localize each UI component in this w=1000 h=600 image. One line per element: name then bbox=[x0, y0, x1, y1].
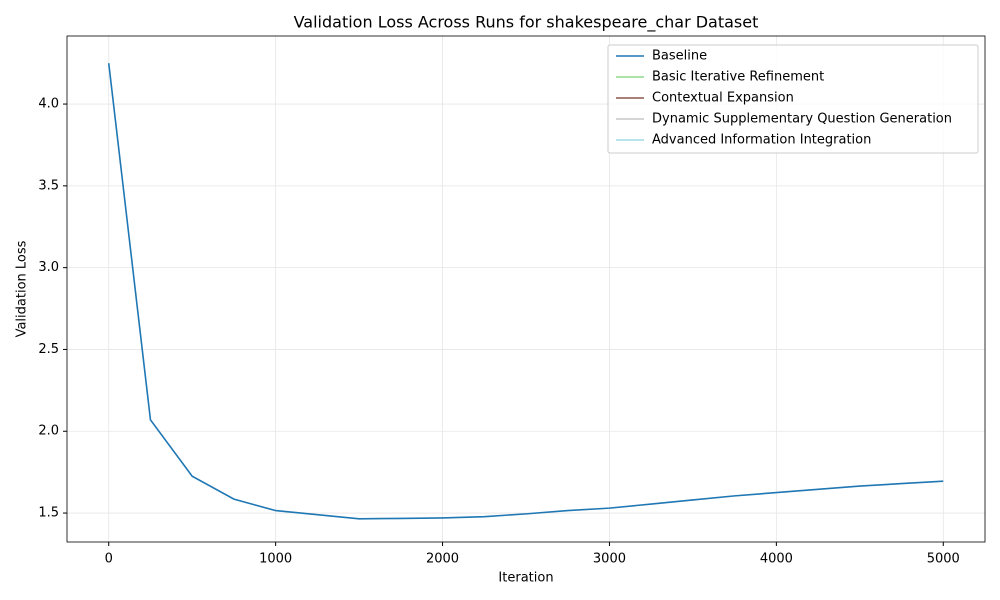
y-tick-label: 3.5 bbox=[38, 178, 59, 193]
legend-label: Contextual Expansion bbox=[652, 91, 794, 106]
y-tick-label: 3.0 bbox=[38, 260, 59, 275]
plot-frame bbox=[66, 35, 986, 543]
legend-label: Advanced Information Integration bbox=[652, 133, 871, 148]
data-line bbox=[107, 63, 944, 520]
y-tick-label: 4.0 bbox=[38, 97, 59, 112]
x-tick-label: 5000 bbox=[927, 552, 960, 567]
y-axis-label: Validation Loss bbox=[15, 240, 30, 337]
legend-box bbox=[607, 44, 979, 154]
legend-label: Baseline bbox=[652, 49, 707, 64]
x-tick-label: 0 bbox=[105, 552, 113, 567]
legend-label: Dynamic Supplementary Question Generatio… bbox=[652, 112, 952, 127]
x-tick-label: 2000 bbox=[426, 552, 459, 567]
y-tick-label: 2.0 bbox=[38, 424, 59, 439]
x-tick-label: 1000 bbox=[259, 552, 292, 567]
x-axis-label: Iteration bbox=[498, 571, 553, 586]
x-tick-label: 4000 bbox=[760, 552, 793, 567]
chart-title: Validation Loss Across Runs for shakespe… bbox=[294, 13, 759, 33]
x-tick-label: 3000 bbox=[593, 552, 626, 567]
y-tick-label: 1.5 bbox=[38, 506, 59, 521]
y-tick-label: 2.5 bbox=[38, 342, 59, 357]
legend-label: Basic Iterative Refinement bbox=[652, 70, 824, 85]
